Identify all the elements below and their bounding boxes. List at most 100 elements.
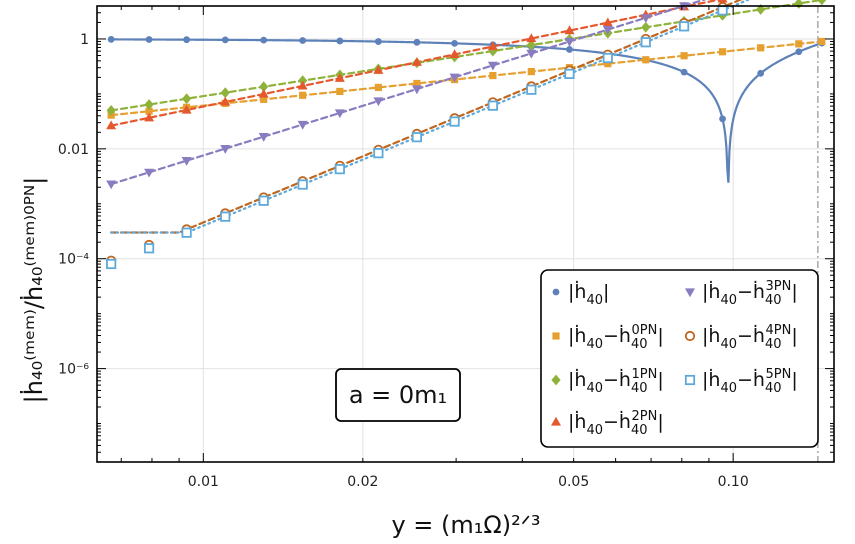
plot-frame bbox=[96, 5, 835, 463]
data-point bbox=[487, 61, 498, 71]
legend-label: |ḣ40−ḣ404PN| bbox=[702, 323, 798, 352]
data-point bbox=[489, 71, 497, 80]
data-point bbox=[411, 132, 423, 143]
legend-marker bbox=[684, 374, 696, 386]
data-point bbox=[336, 37, 344, 45]
data-point bbox=[374, 38, 382, 45]
data-point bbox=[106, 105, 116, 116]
y-tick-label: 1 bbox=[80, 32, 89, 48]
data-point bbox=[641, 21, 651, 33]
legend-marker bbox=[552, 288, 560, 296]
data-point bbox=[795, 48, 803, 56]
data-point bbox=[451, 39, 458, 47]
y-axis-label: |ḣ₄₀⁽ᵐᵉᵐ⁾/ḣ₄₀⁽ᵐᵉᵐ⁾⁰ᴾᴺ| bbox=[19, 177, 48, 404]
data-point bbox=[602, 17, 613, 27]
annotation-frame bbox=[335, 368, 461, 422]
data-point bbox=[602, 52, 613, 64]
data-point bbox=[526, 39, 536, 51]
annotation-text: a = 0m₁ bbox=[349, 381, 447, 409]
data-point bbox=[373, 65, 384, 74]
data-point bbox=[411, 57, 422, 66]
data-point bbox=[144, 99, 154, 110]
data-point bbox=[719, 115, 726, 123]
data-point bbox=[488, 45, 498, 57]
data-point bbox=[487, 100, 498, 111]
legend-label: |ḣ40| bbox=[568, 280, 609, 308]
data-point bbox=[221, 36, 229, 44]
legend-label: |ḣ40−ḣ405PN| bbox=[702, 367, 798, 396]
data-point bbox=[564, 37, 575, 47]
data-point bbox=[413, 38, 421, 46]
annotation-box: a = 0m₁ bbox=[335, 368, 461, 422]
data-point bbox=[297, 179, 308, 190]
data-point bbox=[260, 36, 268, 44]
data-point bbox=[297, 80, 308, 90]
axis-ticks: 0.01 0.02 0.05 0.10 1 0.01 10⁻⁴ 10⁻⁶ bbox=[58, 6, 834, 490]
data-point bbox=[181, 227, 192, 238]
data-point bbox=[299, 37, 307, 44]
data-point bbox=[640, 14, 651, 24]
data-point bbox=[181, 104, 192, 114]
data-point bbox=[604, 60, 612, 68]
data-point bbox=[373, 148, 384, 159]
legend: |ḣ40| |ḣ40−ḣ400PN| |ḣ40−ḣ401PN| |ḣ40−ḣ402PN… bbox=[540, 269, 819, 448]
data-point bbox=[818, 37, 826, 46]
legend-label: |ḣ40−ḣ402PN| bbox=[568, 409, 664, 438]
data-point bbox=[106, 180, 117, 190]
data-point bbox=[145, 107, 153, 115]
data-point bbox=[143, 243, 155, 254]
data-point bbox=[794, 0, 804, 9]
legend-marker bbox=[684, 330, 696, 342]
data-point bbox=[298, 75, 308, 87]
y-tick-label: 10⁻⁴ bbox=[58, 252, 89, 268]
data-point bbox=[757, 44, 765, 52]
data-point bbox=[260, 95, 268, 103]
data-point bbox=[411, 85, 422, 95]
legend-marker bbox=[552, 332, 560, 340]
data-point bbox=[259, 81, 269, 93]
data-point bbox=[717, 0, 728, 3]
data-point bbox=[220, 96, 231, 106]
data-point bbox=[449, 73, 460, 83]
data-point bbox=[449, 49, 460, 59]
data-point bbox=[527, 67, 535, 76]
legend-marker bbox=[685, 288, 695, 298]
data-point bbox=[106, 258, 117, 270]
data-point bbox=[258, 195, 269, 206]
data-point bbox=[106, 120, 117, 130]
y-tick-label: 10⁻⁶ bbox=[58, 362, 89, 378]
series-line bbox=[110, 40, 823, 117]
y-tick-label: 0.01 bbox=[58, 142, 89, 158]
series-line bbox=[110, 0, 723, 127]
data-point bbox=[449, 116, 460, 127]
legend-label: |ḣ40−ḣ403PN| bbox=[702, 279, 798, 308]
legend-frame bbox=[540, 269, 819, 448]
data-point bbox=[602, 26, 613, 35]
series-line bbox=[110, 38, 823, 183]
series-markers bbox=[106, 0, 827, 270]
data-point bbox=[564, 68, 575, 79]
data-point bbox=[220, 87, 230, 99]
legend-label: |ḣ40−ḣ401PN| bbox=[568, 367, 664, 396]
x-tick-label: 0.10 bbox=[718, 474, 749, 490]
data-point bbox=[336, 87, 344, 96]
data-point bbox=[640, 37, 651, 48]
data-point bbox=[220, 145, 231, 154]
legend-marker bbox=[551, 416, 561, 426]
data-point bbox=[334, 73, 345, 82]
data-point bbox=[564, 25, 575, 35]
data-point bbox=[258, 88, 269, 98]
data-point bbox=[107, 35, 115, 43]
data-point bbox=[566, 46, 573, 53]
data-point bbox=[182, 93, 192, 105]
data-point bbox=[680, 68, 688, 76]
data-point bbox=[373, 97, 384, 107]
data-point bbox=[145, 36, 153, 43]
data-point bbox=[413, 79, 421, 88]
data-point bbox=[299, 91, 307, 99]
data-point bbox=[795, 40, 803, 48]
data-point bbox=[258, 133, 269, 142]
data-point bbox=[297, 120, 308, 130]
data-point bbox=[526, 49, 537, 59]
